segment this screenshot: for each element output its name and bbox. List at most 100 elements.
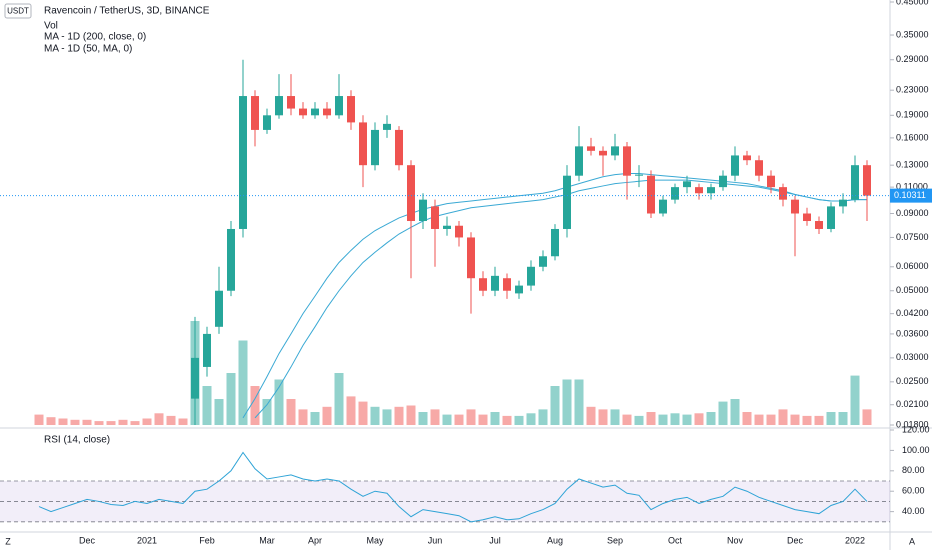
chart-title: Ravencoin / TetherUS, 3D, BINANCE bbox=[44, 6, 210, 17]
volume-bar bbox=[382, 409, 392, 425]
volume-bar bbox=[334, 373, 344, 425]
candle-body bbox=[791, 199, 799, 214]
y-tick-label: 0.01800 bbox=[896, 419, 929, 429]
x-tick-label: 2022 bbox=[845, 535, 865, 545]
volume-bar bbox=[826, 412, 836, 425]
volume-bar bbox=[610, 409, 620, 425]
volume-bar bbox=[94, 421, 104, 425]
legend-entry: MA - 1D (200, close, 0) bbox=[44, 32, 146, 43]
legend-entry: Vol bbox=[44, 21, 58, 32]
candle-body bbox=[827, 206, 835, 229]
y-tick-label: 0.05000 bbox=[896, 285, 929, 295]
candle-body bbox=[479, 278, 487, 291]
candle-body bbox=[227, 228, 235, 291]
volume-bar bbox=[106, 421, 116, 425]
candle-body bbox=[743, 155, 751, 161]
x-tick-label: Jul bbox=[489, 535, 501, 545]
x-tick-label: Apr bbox=[308, 535, 322, 545]
x-tick-label: 2021 bbox=[137, 535, 157, 545]
candle-body bbox=[779, 187, 787, 200]
candle-body bbox=[335, 96, 343, 116]
volume-bar bbox=[142, 418, 152, 425]
volume-bar bbox=[514, 415, 524, 425]
volume-bar bbox=[742, 412, 752, 425]
y-tick-label: 0.02500 bbox=[896, 376, 929, 386]
volume-bar bbox=[574, 379, 584, 425]
candle-body bbox=[491, 275, 499, 291]
candle-body bbox=[815, 221, 823, 229]
candle-body bbox=[695, 187, 703, 194]
x-tick-label: Nov bbox=[727, 535, 744, 545]
volume-bar bbox=[802, 415, 812, 425]
candle-body bbox=[611, 146, 619, 156]
candle-body bbox=[395, 129, 403, 166]
candle-body bbox=[623, 146, 631, 176]
volume-bar bbox=[178, 418, 188, 425]
volume-bar bbox=[502, 415, 512, 425]
candle-body bbox=[659, 199, 667, 214]
volume-bar bbox=[838, 412, 848, 425]
volume-bar bbox=[538, 409, 548, 425]
last-price-label: 0.10311 bbox=[894, 190, 926, 200]
volume-bar bbox=[418, 412, 428, 425]
candle-body bbox=[467, 237, 475, 279]
volume-bar bbox=[766, 414, 776, 425]
volume-bar bbox=[658, 414, 668, 425]
auto-scale-button[interactable]: A bbox=[909, 536, 915, 546]
x-tick-label: May bbox=[366, 535, 384, 545]
volume-bar bbox=[754, 414, 764, 425]
candle-body bbox=[263, 115, 271, 130]
x-tick-label: Jun bbox=[428, 535, 443, 545]
x-tick-label: Dec bbox=[79, 535, 96, 545]
volume-bar bbox=[226, 373, 236, 425]
candle-body bbox=[287, 96, 295, 109]
volume-bar bbox=[154, 413, 164, 425]
y-tick-label: 0.35000 bbox=[896, 29, 929, 39]
volume-bar bbox=[118, 419, 128, 425]
volume-bar bbox=[250, 386, 260, 425]
volume-bar bbox=[790, 414, 800, 425]
candle-body bbox=[275, 96, 283, 116]
candle-body bbox=[755, 160, 763, 176]
candle-body bbox=[683, 181, 691, 188]
candle-body bbox=[383, 123, 391, 130]
volume-bar bbox=[862, 409, 872, 425]
candle-body bbox=[347, 96, 355, 123]
volume-bar bbox=[526, 413, 536, 425]
candle-body bbox=[251, 96, 259, 130]
volume-bar bbox=[274, 379, 284, 425]
y-tick-label: 100.00 bbox=[902, 445, 930, 455]
candle-body bbox=[443, 225, 451, 229]
volume-bar bbox=[346, 396, 356, 425]
y-tick-label: 0.11000 bbox=[896, 182, 928, 192]
currency: USDT bbox=[7, 7, 29, 16]
volume-bar bbox=[70, 419, 80, 425]
volume-bar bbox=[370, 406, 380, 425]
volume-bar bbox=[358, 401, 368, 425]
candle-body bbox=[191, 357, 199, 399]
volume-bar bbox=[682, 414, 692, 425]
candle-body bbox=[527, 266, 535, 286]
volume-bar bbox=[166, 415, 176, 425]
volume-bar bbox=[478, 414, 488, 425]
volume-bar bbox=[322, 406, 332, 425]
candle-body bbox=[539, 256, 547, 267]
currency-badge[interactable] bbox=[4, 3, 32, 19]
moving-average bbox=[254, 179, 867, 419]
candle-body bbox=[587, 146, 595, 151]
volume-bar bbox=[298, 409, 308, 425]
volume-bar bbox=[694, 413, 704, 425]
volume-bar bbox=[670, 413, 680, 425]
candle-body bbox=[239, 96, 247, 229]
volume-bar bbox=[82, 419, 92, 425]
x-tick-label: Aug bbox=[547, 535, 563, 545]
legend-entry: MA - 1D (50, MA, 0) bbox=[44, 44, 132, 55]
candle-body bbox=[431, 206, 439, 229]
volume-bar bbox=[58, 418, 68, 425]
volume-bar bbox=[718, 401, 728, 425]
y-tick-label: 0.03600 bbox=[896, 328, 929, 338]
candle-body bbox=[203, 333, 211, 367]
volume-bar bbox=[550, 386, 560, 425]
zoom-button[interactable]: Z bbox=[5, 536, 11, 546]
